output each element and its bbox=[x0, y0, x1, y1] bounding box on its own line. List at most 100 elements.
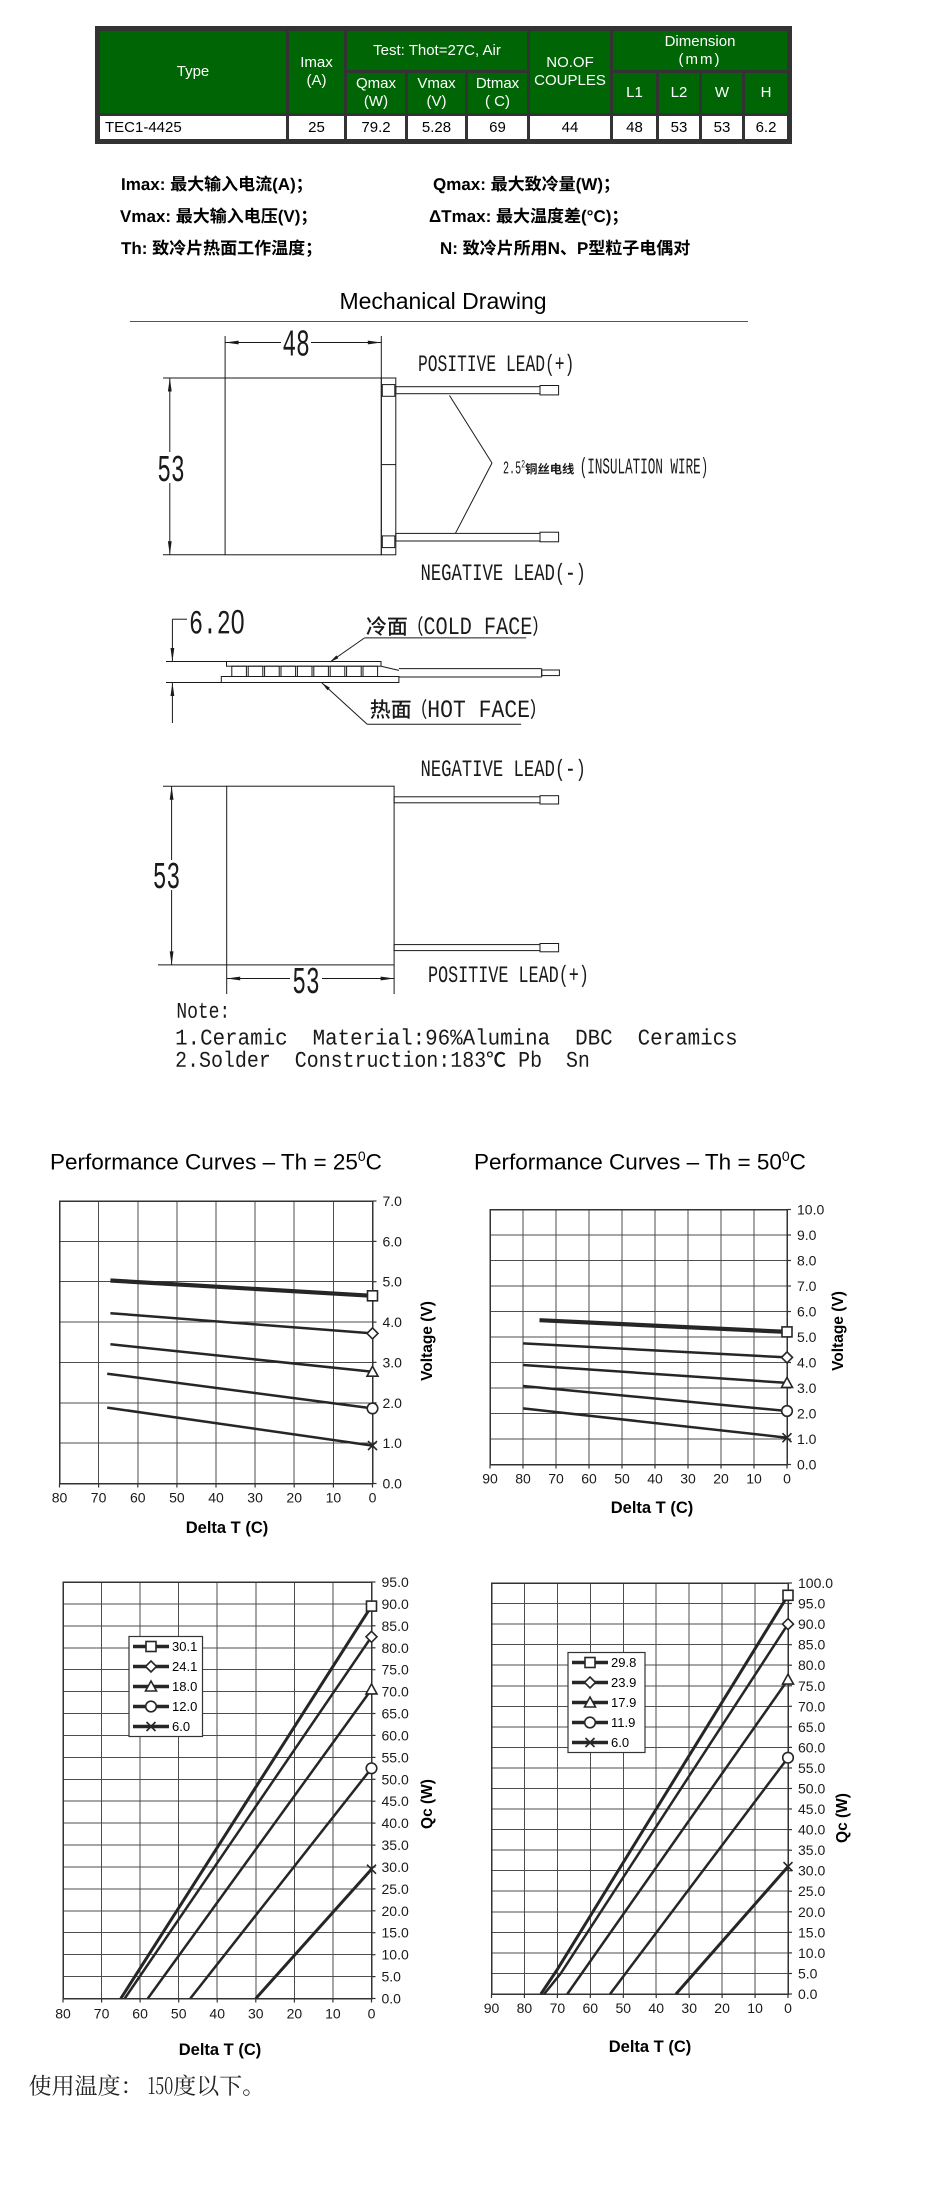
svg-text:60: 60 bbox=[583, 2000, 599, 2016]
svg-text:29.8: 29.8 bbox=[611, 1655, 636, 1670]
svg-text:2.0: 2.0 bbox=[797, 1406, 817, 1422]
svg-text:30.0: 30.0 bbox=[382, 1859, 409, 1875]
svg-text:7.0: 7.0 bbox=[383, 1193, 403, 1209]
svg-text:12.0: 12.0 bbox=[172, 1699, 197, 1714]
svg-text:10: 10 bbox=[746, 1471, 762, 1487]
svg-text:40: 40 bbox=[208, 1490, 224, 1506]
svg-text:25.0: 25.0 bbox=[382, 1881, 409, 1897]
svg-text:4.0: 4.0 bbox=[383, 1314, 403, 1330]
svg-text:80.0: 80.0 bbox=[798, 1657, 825, 1673]
svg-text:90.0: 90.0 bbox=[798, 1616, 825, 1632]
svg-text:50: 50 bbox=[616, 2000, 632, 2016]
svg-text:20: 20 bbox=[714, 2000, 730, 2016]
svg-text:50.0: 50.0 bbox=[382, 1771, 409, 1787]
svg-text:20: 20 bbox=[287, 2006, 303, 2022]
svg-text:85.0: 85.0 bbox=[798, 1637, 825, 1653]
svg-text:20: 20 bbox=[713, 1471, 729, 1487]
svg-text:15.0: 15.0 bbox=[798, 1924, 825, 1940]
svg-text:40.0: 40.0 bbox=[798, 1822, 825, 1838]
svg-text:6.0: 6.0 bbox=[611, 1735, 629, 1750]
svg-text:90.0: 90.0 bbox=[382, 1596, 409, 1612]
svg-text:50: 50 bbox=[171, 2006, 187, 2022]
svg-text:9.0: 9.0 bbox=[797, 1227, 817, 1243]
svg-text:2.0: 2.0 bbox=[383, 1395, 403, 1411]
svg-text:0.0: 0.0 bbox=[382, 1991, 402, 2007]
svg-text:25.0: 25.0 bbox=[798, 1883, 825, 1899]
svg-text:0: 0 bbox=[368, 2006, 376, 2022]
svg-text:5.0: 5.0 bbox=[798, 1966, 818, 1982]
svg-text:40: 40 bbox=[647, 1471, 663, 1487]
svg-text:10.0: 10.0 bbox=[798, 1945, 825, 1961]
svg-text:75.0: 75.0 bbox=[798, 1678, 825, 1694]
svg-text:20.0: 20.0 bbox=[382, 1903, 409, 1919]
svg-text:50: 50 bbox=[614, 1471, 630, 1487]
svg-text:60: 60 bbox=[132, 2006, 148, 2022]
svg-text:40: 40 bbox=[648, 2000, 664, 2016]
svg-text:10: 10 bbox=[325, 2006, 341, 2022]
svg-text:50: 50 bbox=[169, 1490, 185, 1506]
svg-text:0: 0 bbox=[369, 1490, 377, 1506]
svg-text:30.0: 30.0 bbox=[798, 1863, 825, 1879]
svg-text:65.0: 65.0 bbox=[382, 1706, 409, 1722]
svg-text:Delta T (C): Delta T (C) bbox=[179, 2041, 262, 2059]
svg-text:Qc (W): Qc (W) bbox=[834, 1793, 851, 1843]
svg-text:90: 90 bbox=[482, 1471, 498, 1487]
svg-text:10.0: 10.0 bbox=[797, 1202, 824, 1218]
svg-text:60: 60 bbox=[130, 1490, 146, 1506]
svg-text:1.0: 1.0 bbox=[383, 1435, 403, 1451]
svg-text:10: 10 bbox=[326, 1490, 342, 1506]
svg-text:3.0: 3.0 bbox=[797, 1380, 817, 1396]
svg-text:0.0: 0.0 bbox=[383, 1476, 403, 1492]
svg-text:60: 60 bbox=[581, 1471, 597, 1487]
svg-text:95.0: 95.0 bbox=[798, 1596, 825, 1612]
svg-text:0.0: 0.0 bbox=[797, 1457, 817, 1473]
svg-text:70.0: 70.0 bbox=[382, 1684, 409, 1700]
svg-text:Delta T (C): Delta T (C) bbox=[611, 1499, 694, 1517]
svg-text:15.0: 15.0 bbox=[382, 1925, 409, 1941]
svg-text:10: 10 bbox=[747, 2000, 763, 2016]
svg-text:40: 40 bbox=[209, 2006, 225, 2022]
svg-text:6.0: 6.0 bbox=[797, 1304, 817, 1320]
svg-text:50.0: 50.0 bbox=[798, 1781, 825, 1797]
svg-text:45.0: 45.0 bbox=[798, 1801, 825, 1817]
svg-text:95.0: 95.0 bbox=[382, 1574, 409, 1590]
svg-text:80: 80 bbox=[55, 2006, 71, 2022]
svg-text:18.0: 18.0 bbox=[172, 1679, 197, 1694]
svg-text:17.9: 17.9 bbox=[611, 1695, 636, 1710]
svg-text:20.0: 20.0 bbox=[798, 1904, 825, 1920]
svg-text:30: 30 bbox=[680, 1471, 696, 1487]
svg-text:4.0: 4.0 bbox=[797, 1355, 817, 1371]
svg-text:70: 70 bbox=[94, 2006, 110, 2022]
svg-text:6.0: 6.0 bbox=[383, 1233, 403, 1249]
svg-text:5.0: 5.0 bbox=[382, 1969, 402, 1985]
svg-text:30.1: 30.1 bbox=[172, 1639, 197, 1654]
svg-text:80.0: 80.0 bbox=[382, 1640, 409, 1656]
svg-text:Qc (W): Qc (W) bbox=[419, 1779, 436, 1829]
svg-text:7.0: 7.0 bbox=[797, 1278, 817, 1294]
svg-text:55.0: 55.0 bbox=[382, 1749, 409, 1765]
svg-text:65.0: 65.0 bbox=[798, 1719, 825, 1735]
svg-text:30: 30 bbox=[247, 1490, 263, 1506]
svg-text:35.0: 35.0 bbox=[798, 1842, 825, 1858]
svg-text:11.9: 11.9 bbox=[611, 1715, 635, 1730]
svg-text:6.0: 6.0 bbox=[172, 1719, 190, 1734]
svg-text:5.0: 5.0 bbox=[383, 1274, 403, 1290]
svg-text:0.0: 0.0 bbox=[798, 1986, 818, 2002]
svg-text:Voltage (V): Voltage (V) bbox=[830, 1291, 847, 1371]
svg-text:0: 0 bbox=[783, 1471, 791, 1487]
svg-text:80: 80 bbox=[52, 1490, 68, 1506]
svg-text:70.0: 70.0 bbox=[798, 1698, 825, 1714]
svg-text:20: 20 bbox=[286, 1490, 302, 1506]
svg-text:30: 30 bbox=[248, 2006, 264, 2022]
svg-text:70: 70 bbox=[550, 2000, 566, 2016]
svg-text:90: 90 bbox=[484, 2000, 500, 2016]
svg-text:23.9: 23.9 bbox=[611, 1675, 636, 1690]
svg-text:40.0: 40.0 bbox=[382, 1815, 409, 1831]
svg-text:70: 70 bbox=[548, 1471, 564, 1487]
svg-text:0: 0 bbox=[784, 2000, 792, 2016]
svg-text:3.0: 3.0 bbox=[383, 1354, 403, 1370]
svg-text:70: 70 bbox=[91, 1490, 107, 1506]
svg-text:1.0: 1.0 bbox=[797, 1431, 817, 1447]
svg-text:30: 30 bbox=[681, 2000, 697, 2016]
svg-text:80: 80 bbox=[515, 1471, 531, 1487]
